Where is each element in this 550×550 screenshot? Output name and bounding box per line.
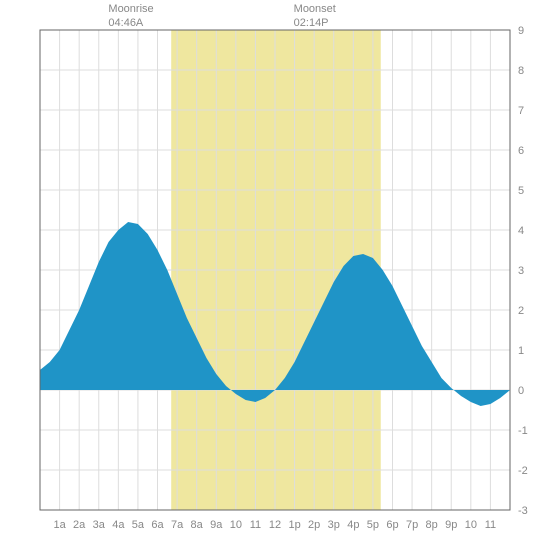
x-tick-label: 6a [151, 519, 164, 531]
x-axis-ticks: 1a 2a 3a 4a 5a 6a 7a 8a 9a 10 11 12 1p 2p 3p 4p 5p 6p 7p 8p… [53, 519, 496, 531]
x-tick-label: 3p [328, 519, 340, 531]
moonrise-annotation: Moonrise04:46A [108, 2, 153, 31]
x-tick-label: 4a [112, 519, 125, 531]
x-tick-label: 7p [406, 519, 418, 531]
y-tick-label: 7 [518, 105, 524, 117]
x-tick-label: 3a [93, 519, 106, 531]
y-tick-label: 3 [518, 265, 524, 277]
x-tick-label: 9p [445, 519, 457, 531]
x-tick-label: 9a [210, 519, 223, 531]
x-tick-label: 4p [347, 519, 359, 531]
y-tick-label: -2 [518, 465, 528, 477]
y-tick-label: 5 [518, 185, 524, 197]
moonset-label: Moonset [294, 2, 336, 16]
y-tick-label: 0 [518, 385, 524, 397]
y-tick-label: 2 [518, 305, 524, 317]
x-tick-label: 1p [288, 519, 300, 531]
x-tick-label: 1a [53, 519, 66, 531]
x-tick-label: 2a [73, 519, 86, 531]
x-tick-label: 6p [386, 519, 398, 531]
y-tick-label: 6 [518, 145, 524, 157]
y-tick-label: 9 [518, 25, 524, 37]
tide-chart: -3-2-101234567891a2a3a4a5a6a7a8a9a101112… [0, 0, 550, 550]
x-tick-label: 5p [367, 519, 379, 531]
moonset-time: 02:14P [294, 16, 336, 30]
moonset-annotation: Moonset02:14P [294, 2, 336, 31]
x-tick-label: 2p [308, 519, 320, 531]
y-tick-label: 8 [518, 65, 524, 77]
x-tick-label: 11 [485, 519, 496, 531]
moonrise-time: 04:46A [108, 16, 153, 30]
x-tick-label: 8a [191, 519, 204, 531]
x-tick-label: 7a [171, 519, 184, 531]
x-tick-label: 10 [230, 519, 242, 531]
y-tick-label: 4 [518, 225, 524, 237]
x-tick-label: 10 [465, 519, 477, 531]
x-tick-label: 8p [426, 519, 438, 531]
y-tick-label: -3 [518, 505, 528, 517]
y-tick-label: -1 [518, 425, 528, 437]
moonrise-label: Moonrise [108, 2, 153, 16]
x-tick-label: 11 [250, 519, 261, 531]
chart-plot-svg: -3-2-101234567891a2a3a4a5a6a7a8a9a101112… [0, 0, 550, 550]
x-tick-label: 5a [132, 519, 145, 531]
y-tick-label: 1 [518, 345, 524, 357]
x-tick-label: 12 [269, 519, 281, 531]
